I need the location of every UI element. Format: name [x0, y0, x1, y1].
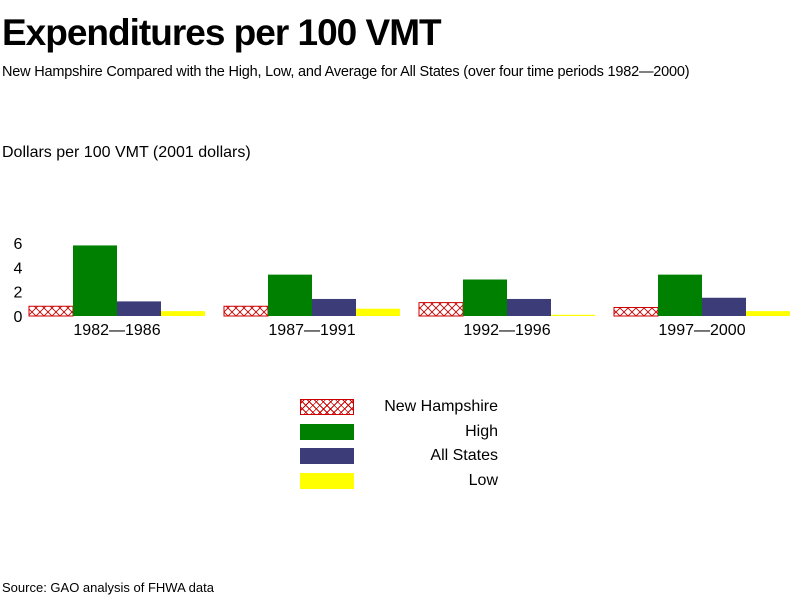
bar-low-2: [356, 308, 400, 316]
source-note: Source: GAO analysis of FHWA data: [2, 580, 214, 595]
legend-swatch-all-states: [300, 448, 354, 464]
bars: [28, 245, 790, 317]
bar-all-states-1: [117, 301, 161, 316]
y-tick-label: 4: [14, 260, 23, 277]
legend-item-low: Low: [300, 471, 510, 496]
legend-label-new-hampshire: New Hampshire: [384, 398, 498, 415]
bar-all-states-3: [507, 298, 551, 316]
bar-low-3: [551, 314, 595, 316]
bar-high-1: [73, 245, 117, 316]
x-axis-ticks: 1982—1986 1987—1991 1992—1996 1997—2000: [73, 322, 745, 339]
y-axis-ticks: 0 2 4 6: [14, 236, 23, 326]
chart-subtitle: New Hampshire Compared with the High, Lo…: [2, 64, 690, 80]
bar-new-hampshire-1: [28, 305, 74, 317]
bar-new-hampshire-2: [223, 305, 269, 317]
y-tick-label: 0: [14, 309, 23, 326]
legend-item-all-states: All States: [300, 446, 510, 471]
bar-high-2: [268, 274, 312, 316]
legend-item-high: High: [300, 422, 510, 447]
bar-high-4: [658, 274, 702, 316]
chart-title: Expenditures per 100 VMT: [2, 12, 442, 53]
x-tick-label: 1997—2000: [658, 322, 745, 339]
bar-chart: 0 2 4 6 1982—1986 1987—1991 1992—1996 1997—200…: [14, 236, 790, 339]
legend: New Hampshire High All States Low: [300, 397, 510, 495]
legend-swatch-low: [300, 472, 354, 489]
x-tick-label: 1992—1996: [463, 322, 550, 339]
legend-item-new-hampshire: New Hampshire: [300, 397, 510, 422]
bar-low-4: [746, 311, 790, 316]
x-tick-label: 1982—1986: [73, 322, 160, 339]
bar-new-hampshire-4: [613, 306, 659, 317]
legend-swatch-new-hampshire: [300, 399, 354, 415]
x-tick-label: 1987—1991: [268, 322, 355, 339]
legend-label-high: High: [465, 422, 498, 440]
bar-all-states-4: [702, 297, 746, 316]
y-tick-label: 6: [14, 236, 23, 253]
bar-all-states-2: [312, 298, 356, 316]
bar-high-3: [463, 279, 507, 316]
legend-label-low: Low: [468, 471, 498, 489]
bar-low-1: [161, 311, 205, 316]
bar-new-hampshire-3: [418, 302, 464, 317]
y-tick-label: 2: [14, 285, 23, 302]
y-axis-label: Dollars per 100 VMT (2001 dollars): [2, 144, 251, 161]
legend-swatch-high: [300, 423, 354, 440]
legend-label-all-states: All States: [430, 447, 498, 464]
